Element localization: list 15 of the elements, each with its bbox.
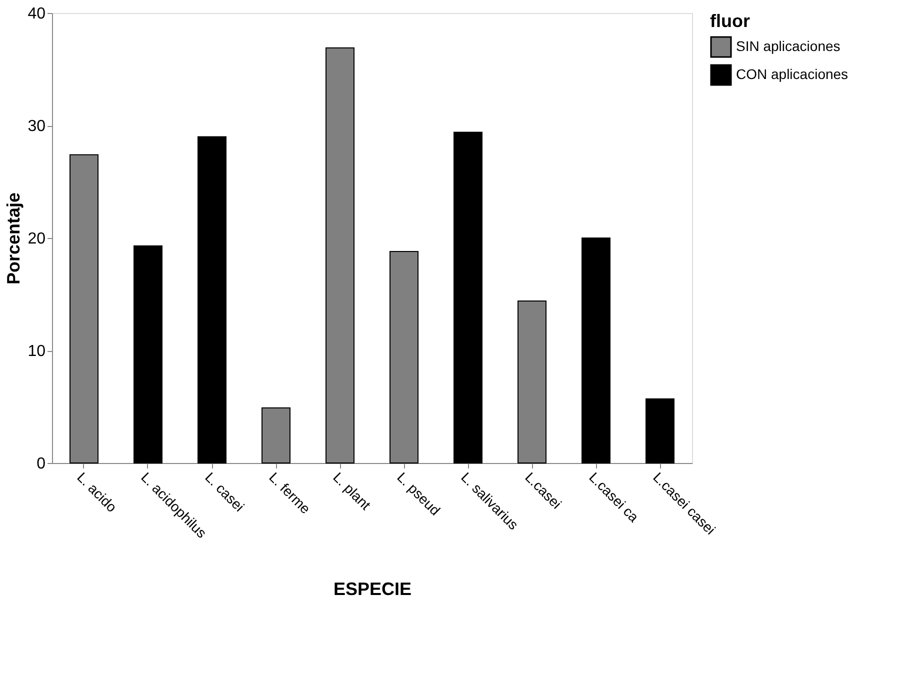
y-tick-label: 20 xyxy=(28,230,46,248)
bar xyxy=(582,238,610,464)
bar xyxy=(454,132,482,464)
y-tick-label: 40 xyxy=(28,6,46,22)
legend-label: CON aplicaciones xyxy=(736,66,848,82)
legend-title: fluor xyxy=(710,11,750,31)
y-tick-label: 0 xyxy=(36,456,46,472)
y-tick-label: 30 xyxy=(28,118,46,135)
bar xyxy=(198,136,226,464)
y-axis-title: Porcentaje xyxy=(4,192,24,285)
legend-label: SIN aplicaciones xyxy=(736,38,840,54)
x-axis-title: ESPECIE xyxy=(333,578,412,599)
bar xyxy=(646,398,674,464)
y-tick-label: 10 xyxy=(28,343,46,360)
bar xyxy=(134,245,162,464)
